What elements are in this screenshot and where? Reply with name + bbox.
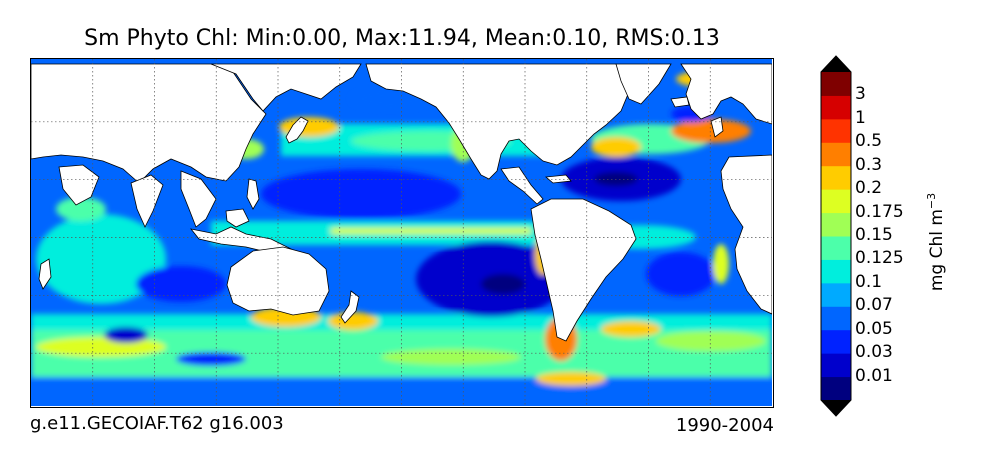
land-eurasia-west — [31, 63, 267, 184]
colorbar-extend-min — [821, 400, 851, 416]
field-n-pacific-gyre — [261, 169, 461, 219]
field-s-atlantic-gyre — [646, 252, 716, 296]
field-n-atlantic-orange — [671, 119, 751, 143]
colorbar-segment — [821, 212, 851, 237]
colorbar-segments — [820, 55, 852, 417]
colorbar-segment — [821, 282, 851, 307]
land-africa — [720, 154, 772, 315]
land-japan — [285, 116, 309, 144]
field-tasman — [328, 312, 378, 330]
land-greenland — [615, 63, 672, 105]
colorbar-segment — [821, 165, 851, 190]
colorbar-tick-label: 0.1 — [855, 271, 883, 292]
field-s-pacific-green — [381, 349, 521, 365]
land-iceland — [670, 96, 690, 108]
land-caribbean — [545, 174, 572, 184]
colorbar-segment — [821, 329, 851, 354]
chart-title: Sm Phyto Chl: Min:0.00, Max:11.94, Mean:… — [84, 26, 720, 51]
land-philippines — [246, 178, 260, 210]
land-indochina — [180, 170, 217, 228]
colorbar-segment — [821, 72, 851, 96]
field-gulf-stream — [591, 137, 641, 157]
land-madagascar — [38, 258, 52, 290]
field-n-atlantic-core — [594, 172, 638, 186]
colorbar-tick-label: 0.2 — [855, 178, 883, 199]
colorbar-tick-label: 1 — [855, 107, 866, 128]
colorbar-segment — [821, 118, 851, 143]
field-s-indian-gyre — [136, 266, 226, 302]
land-borneo — [225, 208, 250, 228]
field-benguela — [713, 244, 729, 284]
colorbar-unit-label: mg Chl m−3 — [925, 192, 947, 292]
colorbar-tick-label: 0.03 — [855, 342, 893, 363]
colorbar — [820, 55, 852, 417]
colorbar-extend-max — [821, 56, 851, 72]
field-indian-tropics — [36, 214, 166, 304]
colorbar-segment — [821, 259, 851, 284]
field-southern-band-inner — [31, 314, 772, 330]
land-north-america — [365, 63, 632, 180]
map-canvas — [31, 59, 772, 406]
colorbar-tick-label: 3 — [855, 84, 866, 105]
colorbar-tick-label: 0.175 — [855, 201, 904, 222]
colorbar-tick-label: 0.5 — [855, 131, 883, 152]
field-arabian — [56, 197, 106, 221]
land-masses — [31, 63, 772, 342]
land-new-zealand — [340, 290, 360, 324]
colorbar-segment — [821, 353, 851, 378]
colorbar-segment — [821, 376, 851, 401]
field-s-indian-yellow — [36, 337, 166, 357]
period-label: 1990-2004 — [675, 415, 774, 436]
field-s-atl-green — [656, 331, 766, 351]
run-id-label: g.e11.GECOIAF.T62 g16.003 — [30, 413, 284, 434]
field-s-atlantic-orange — [601, 321, 661, 337]
colorbar-outline — [820, 55, 852, 417]
graticule — [31, 59, 772, 406]
land-kamchatka — [210, 63, 362, 112]
land-india — [130, 174, 164, 228]
colorbar-segment — [821, 306, 851, 331]
land-arabia — [58, 164, 100, 206]
field-s-pacific-gyre-core — [481, 274, 525, 294]
colorbar-tick-label: 0.3 — [855, 154, 883, 175]
chlorophyll-map — [30, 58, 774, 408]
colorbar-tick-label: 0.01 — [855, 365, 893, 386]
field-s-pac-blue — [176, 352, 246, 366]
land-central-america — [500, 166, 544, 205]
land-south-america — [530, 198, 637, 342]
colorbar-tick-label: 0.125 — [855, 248, 904, 269]
colorbar-segment — [821, 189, 851, 214]
land-europe — [680, 63, 772, 125]
field-s-indian-blue — [104, 327, 148, 343]
colorbar-tick-label: 0.07 — [855, 295, 893, 316]
colorbar-segment — [821, 95, 851, 120]
land-australia — [226, 246, 330, 316]
field-weddell — [536, 372, 606, 386]
colorbar-segment — [821, 236, 851, 260]
field-equatorial-core — [331, 228, 531, 234]
colorbar-tick-label: 0.15 — [855, 225, 893, 245]
colorbar-segment — [821, 142, 851, 167]
colorbar-tick-label: 0.05 — [855, 318, 893, 339]
